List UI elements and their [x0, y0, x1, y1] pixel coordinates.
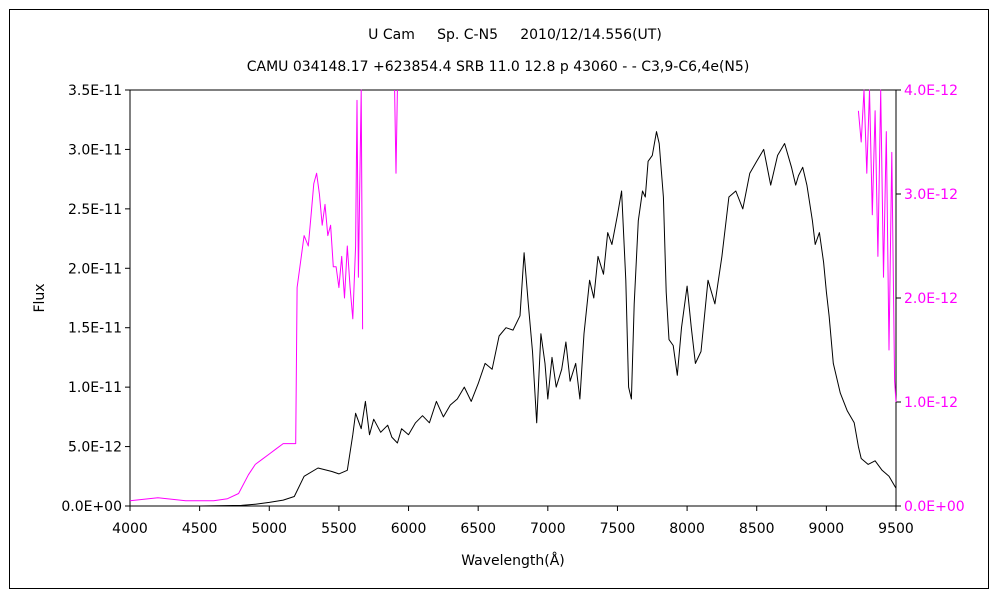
y2-tick-label: 0.0E+00 — [904, 499, 965, 515]
y-tick-label: 3.5E-11 — [68, 83, 122, 99]
y2-tick-label: 3.0E-12 — [904, 187, 958, 203]
chart-subtitle: CAMU 034148.17 +623854.4 SRB 11.0 12.8 p… — [247, 59, 750, 75]
series-layer — [129, 89, 897, 507]
chart-frame — [9, 9, 989, 589]
series-line-black — [130, 131, 897, 507]
y-tick-label: 1.5E-11 — [68, 321, 122, 337]
x-tick-label: 8000 — [669, 521, 705, 537]
y2-tick-label: 1.0E-12 — [904, 395, 958, 411]
x-tick-label: 5500 — [321, 521, 357, 537]
x-tick-label: 4500 — [182, 521, 218, 537]
y-tick-label: 3.0E-11 — [68, 142, 122, 158]
series-line-magenta-3 — [857, 89, 897, 403]
y-tick-label: 2.5E-11 — [68, 202, 122, 218]
chart-title: U Cam Sp. C-N5 2010/12/14.556(UT) — [368, 27, 662, 43]
y-axis-label: Flux — [32, 283, 48, 312]
plot-area — [129, 89, 897, 507]
y-tick-label: 1.0E-11 — [68, 380, 122, 396]
y2-tick-label: 2.0E-12 — [904, 291, 958, 307]
y-axis-right: 0.0E+00 1.0E-12 2.0E-12 3.0E-12 4.0E-12 — [896, 83, 965, 515]
x-tick-label: 6000 — [391, 521, 427, 537]
y2-tick-label: 4.0E-12 — [904, 83, 958, 99]
x-tick-label: 6500 — [460, 521, 496, 537]
series-line-magenta-1 — [129, 89, 364, 502]
x-tick-label: 7000 — [530, 521, 566, 537]
x-axis: 4000 4500 5000 5500 6000 6500 7000 7500 8000 8500… — [112, 506, 914, 537]
y-tick-label: 0.0E+00 — [61, 499, 122, 515]
x-tick-label: 4000 — [112, 521, 148, 537]
y-axis-left: 0.0E+00 5.0E-12 1.0E-11 1.5E-11 2.0E-11 2.5E-… — [61, 83, 130, 515]
x-tick-label: 7500 — [600, 521, 636, 537]
y-tick-label: 2.0E-11 — [68, 261, 122, 277]
series-line-magenta-2 — [394, 89, 398, 174]
x-axis-label: Wavelength(Å) — [461, 552, 565, 569]
x-tick-label: 5000 — [251, 521, 287, 537]
y-tick-label: 5.0E-12 — [68, 440, 122, 456]
x-tick-label: 8500 — [739, 521, 775, 537]
x-tick-label: 9000 — [809, 521, 845, 537]
x-tick-label: 9500 — [878, 521, 914, 537]
